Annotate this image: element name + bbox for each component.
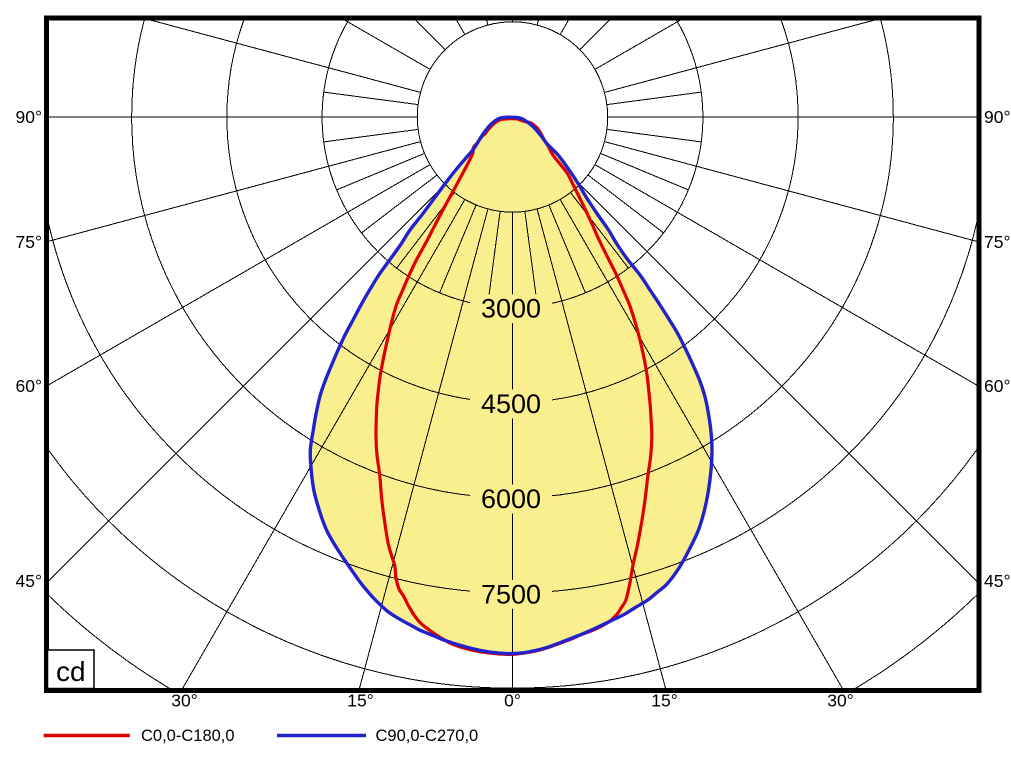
svg-text:6000: 6000 (481, 484, 541, 514)
svg-text:45°: 45° (16, 571, 42, 591)
svg-text:30°: 30° (827, 691, 853, 711)
svg-text:75°: 75° (984, 232, 1010, 252)
svg-text:90°: 90° (984, 107, 1010, 127)
svg-text:90°: 90° (16, 107, 42, 127)
svg-text:4500: 4500 (481, 389, 541, 419)
svg-text:0°: 0° (504, 691, 521, 711)
svg-text:C0,0-C180,0: C0,0-C180,0 (141, 727, 235, 745)
svg-text:60°: 60° (984, 376, 1010, 396)
svg-text:3000: 3000 (481, 294, 541, 324)
svg-text:7500: 7500 (481, 579, 541, 609)
svg-text:75°: 75° (16, 232, 42, 252)
svg-text:30°: 30° (171, 691, 197, 711)
svg-text:15°: 15° (347, 691, 373, 711)
svg-text:60°: 60° (16, 376, 42, 396)
svg-text:cd: cd (56, 656, 86, 687)
svg-text:45°: 45° (984, 571, 1010, 591)
svg-text:15°: 15° (651, 691, 677, 711)
svg-text:C90,0-C270,0: C90,0-C270,0 (376, 727, 479, 745)
